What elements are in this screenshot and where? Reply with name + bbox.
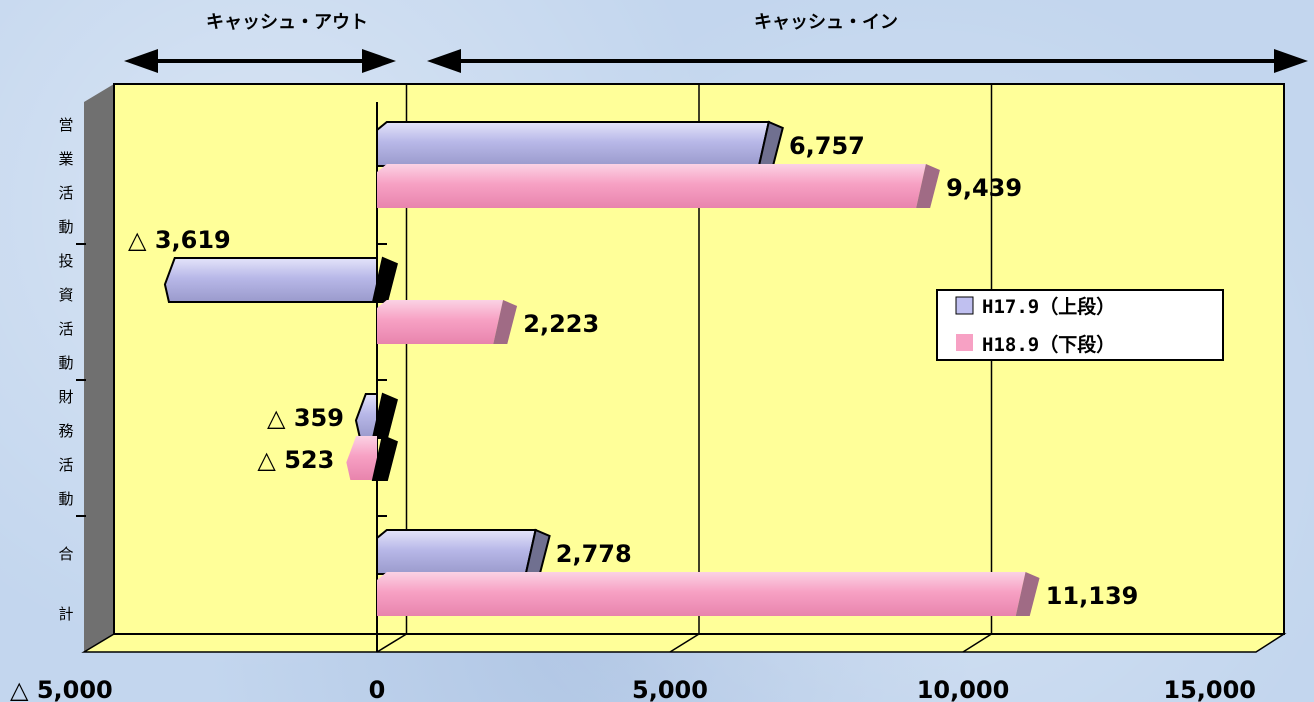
value-label: 6,757 <box>789 132 865 160</box>
bar-cap <box>371 434 398 481</box>
category-glyph: 動 <box>58 354 73 372</box>
legend-label-h17: H17.9（上段） <box>982 295 1115 318</box>
x-tick-label: 15,000 <box>1163 676 1256 702</box>
plot-side-wall <box>84 84 114 652</box>
bar-cap <box>371 256 398 303</box>
bar-body <box>163 257 378 303</box>
x-tick-label: 10,000 <box>917 676 1010 702</box>
bar-cap <box>916 164 940 208</box>
bar <box>377 300 518 344</box>
tick-marks <box>76 243 387 517</box>
floor-grid-line <box>962 633 992 653</box>
category-glyph: 動 <box>58 490 73 508</box>
bar <box>163 256 398 303</box>
value-label: △ 523 <box>257 446 334 474</box>
value-label: 9,439 <box>946 174 1022 202</box>
category-label: 合計 <box>58 545 73 623</box>
bar-cap <box>493 300 518 344</box>
x-tick-label: 0 <box>369 676 386 702</box>
bar <box>346 434 398 481</box>
category-glyph: 活 <box>58 184 73 202</box>
category-glyph: 務 <box>58 422 73 440</box>
bar <box>377 164 940 208</box>
bar <box>376 528 551 575</box>
value-label: 2,778 <box>556 540 632 568</box>
floor-grid-line <box>669 633 700 653</box>
bar <box>376 120 784 167</box>
bar-body <box>377 164 926 208</box>
legend: H17.9（上段） H18.9（下段） <box>936 289 1224 361</box>
cash-in-arrow <box>427 49 1308 73</box>
bar-body <box>377 300 504 344</box>
category-glyph: 財 <box>58 388 73 406</box>
legend-swatch-h17 <box>955 296 974 315</box>
category-glyph: 業 <box>58 150 73 168</box>
category-glyph: 活 <box>58 456 73 474</box>
bar <box>377 572 1040 616</box>
cash-out-arrow <box>124 49 396 73</box>
x-tick-labels: △ 5,000 0 5,000 10,000 15,000 <box>10 676 1256 702</box>
category-glyph: 資 <box>58 286 73 304</box>
cash-in-label: キャッシュ・イン <box>754 12 898 33</box>
bar-cap <box>1015 572 1040 616</box>
cash-out-label: キャッシュ・アウト <box>206 12 368 33</box>
category-glyph: 動 <box>58 218 73 236</box>
bars <box>163 120 1040 616</box>
category-glyph: 投 <box>58 252 73 270</box>
bar-body <box>376 529 537 575</box>
category-glyph: 合 <box>58 545 73 563</box>
category-glyph: 営 <box>58 116 73 134</box>
legend-box <box>936 289 1224 361</box>
category-glyph: 活 <box>58 320 73 338</box>
bar-body <box>346 436 377 480</box>
x-tick-label: △ 5,000 <box>10 676 113 702</box>
bar-body <box>376 121 771 167</box>
legend-label-h18: H18.9（下段） <box>982 333 1115 356</box>
legend-swatch-h18 <box>956 334 973 351</box>
value-label: 2,223 <box>523 310 599 338</box>
x-tick-label: 5,000 <box>632 676 708 702</box>
floor-grid-line <box>376 633 407 653</box>
value-labels: 6,757 △ 3,619 △ 359 2,778 9,439 2,223 △ 523 11,… <box>128 132 1138 610</box>
category-glyph: 計 <box>58 605 73 623</box>
value-label: △ 3,619 <box>128 226 231 254</box>
value-label: △ 359 <box>267 404 344 432</box>
bar-body <box>377 572 1026 616</box>
value-label: 11,139 <box>1046 582 1139 610</box>
